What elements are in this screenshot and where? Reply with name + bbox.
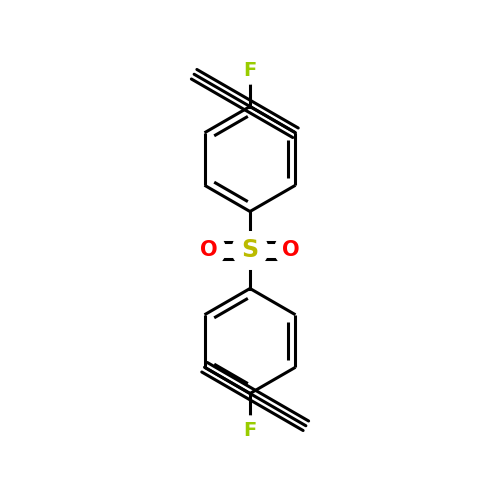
Text: O: O (282, 240, 300, 260)
Circle shape (232, 232, 268, 268)
Circle shape (274, 234, 308, 266)
Text: F: F (244, 60, 256, 80)
Text: F: F (244, 420, 256, 440)
Circle shape (192, 234, 226, 266)
Text: S: S (242, 238, 258, 262)
Text: O: O (200, 240, 218, 260)
Circle shape (236, 416, 264, 444)
Circle shape (236, 56, 264, 84)
